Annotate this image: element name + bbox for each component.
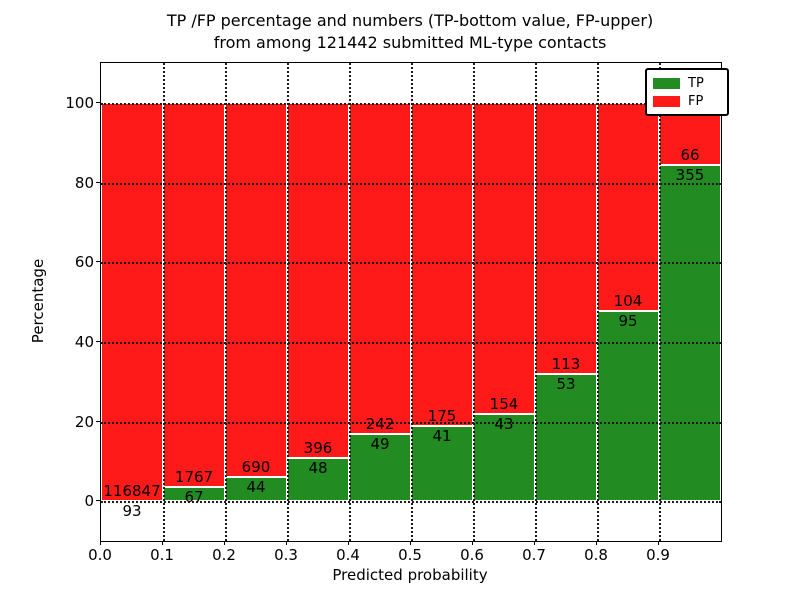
legend-item-tp: TP bbox=[653, 74, 721, 92]
legend-label-fp: FP bbox=[688, 93, 704, 109]
legend-label-tp: TP bbox=[688, 75, 704, 91]
tp-count-label-bin-0: 93 bbox=[122, 501, 142, 520]
y-tick-label-60: 60 bbox=[74, 253, 94, 272]
tp-count-label-bin-1: 67 bbox=[184, 487, 204, 506]
x-tick-label-0.7: 0.7 bbox=[522, 546, 546, 564]
v-gridline-0.6 bbox=[473, 63, 475, 541]
fp-count-label-bin-9: 66 bbox=[680, 146, 700, 165]
x-tick-label-0.5: 0.5 bbox=[398, 546, 422, 564]
chart-title-line1: TP /FP percentage and numbers (TP-bottom… bbox=[166, 11, 654, 30]
x-tick-mark-0.7 bbox=[534, 541, 535, 545]
fp-swatch-icon bbox=[653, 95, 680, 107]
tp-count-label-bin-6: 43 bbox=[494, 415, 514, 434]
plot-area: 116847 93 1767 67 690 44 396 48 242 49 175 41 154 43 1… bbox=[100, 62, 722, 542]
bar-fp-bin-1 bbox=[163, 102, 225, 487]
fp-count-label-bin-2: 690 bbox=[241, 458, 271, 477]
y-tick-mark-0 bbox=[96, 500, 100, 502]
x-tick-mark-0.4 bbox=[348, 541, 349, 545]
y-tick-mark-40 bbox=[96, 340, 100, 342]
v-gridline-0.2 bbox=[225, 63, 227, 541]
fp-count-label-bin-5: 175 bbox=[427, 406, 457, 425]
x-tick-label-0.1: 0.1 bbox=[150, 546, 174, 564]
fp-count-label-bin-4: 242 bbox=[365, 415, 395, 434]
x-tick-label-0.3: 0.3 bbox=[274, 546, 298, 564]
tp-count-label-bin-7: 53 bbox=[556, 374, 576, 393]
fp-count-label-bin-1: 1767 bbox=[174, 467, 214, 486]
x-axis-label: Predicted probability bbox=[332, 566, 488, 584]
bar-fp-bin-6 bbox=[473, 102, 535, 415]
y-tick-label-20: 20 bbox=[74, 412, 94, 431]
fp-count-label-bin-8: 104 bbox=[613, 292, 643, 310]
tp-count-label-bin-8: 95 bbox=[618, 312, 638, 330]
bar-tp-bin-3 bbox=[287, 458, 349, 502]
x-tick-mark-0.3 bbox=[286, 541, 287, 545]
x-tick-mark-0.1 bbox=[162, 541, 163, 545]
x-tick-label-0.0: 0.0 bbox=[88, 546, 112, 564]
legend: TP FP bbox=[645, 68, 729, 116]
bar-tp-bin-9 bbox=[659, 165, 721, 502]
bar-fp-bin-5 bbox=[411, 102, 473, 426]
v-gridline-0.7 bbox=[535, 63, 537, 541]
x-tick-label-0.9: 0.9 bbox=[646, 546, 670, 564]
v-gridline-0.4 bbox=[349, 63, 351, 541]
y-tick-label-100: 100 bbox=[65, 93, 94, 112]
v-gridline-0.3 bbox=[287, 63, 289, 541]
x-tick-label-0.2: 0.2 bbox=[212, 546, 236, 564]
y-tick-mark-20 bbox=[96, 420, 100, 422]
y-axis-label: Percentage bbox=[29, 258, 47, 344]
y-tick-mark-60 bbox=[96, 261, 100, 263]
v-gridline-0.9 bbox=[659, 63, 661, 541]
fp-count-label-bin-0: 116847 bbox=[103, 481, 161, 500]
tp-swatch-icon bbox=[653, 77, 680, 89]
x-tick-mark-0.8 bbox=[596, 541, 597, 545]
bar-fp-bin-0 bbox=[101, 102, 163, 501]
y-tick-label-80: 80 bbox=[74, 173, 94, 192]
v-gridline-0.1 bbox=[163, 63, 165, 541]
x-tick-label-0.8: 0.8 bbox=[584, 546, 608, 564]
v-gridline-0.5 bbox=[411, 63, 413, 541]
tp-count-label-bin-3: 48 bbox=[308, 459, 328, 478]
chart-title-line2: from among 121442 submitted ML-type cont… bbox=[213, 33, 607, 52]
bar-tp-bin-4 bbox=[349, 434, 411, 502]
x-tick-mark-0.9 bbox=[658, 541, 659, 545]
y-tick-label-40: 40 bbox=[74, 332, 94, 351]
fp-count-label-bin-6: 154 bbox=[489, 395, 519, 414]
x-tick-mark-0.5 bbox=[410, 541, 411, 545]
y-tick-mark-80 bbox=[96, 181, 100, 183]
tp-count-label-bin-4: 49 bbox=[370, 435, 390, 454]
bar-tp-bin-8 bbox=[597, 311, 659, 502]
v-gridline-0.8 bbox=[597, 63, 599, 541]
fp-count-label-bin-3: 396 bbox=[303, 439, 333, 458]
bar-fp-bin-2 bbox=[225, 102, 287, 478]
legend-item-fp: FP bbox=[653, 92, 721, 110]
bar-fp-bin-8 bbox=[597, 102, 659, 311]
bar-fp-bin-4 bbox=[349, 102, 411, 435]
bar-tp-bin-7 bbox=[535, 373, 597, 502]
fp-count-label-bin-7: 113 bbox=[551, 354, 581, 373]
bar-tp-bin-6 bbox=[473, 414, 535, 502]
x-tick-mark-0.0 bbox=[100, 541, 101, 545]
bar-fp-bin-3 bbox=[287, 102, 349, 459]
x-tick-mark-0.6 bbox=[472, 541, 473, 545]
x-tick-label-0.6: 0.6 bbox=[460, 546, 484, 564]
x-tick-mark-0.2 bbox=[224, 541, 225, 545]
tp-count-label-bin-5: 41 bbox=[432, 426, 452, 445]
tp-count-label-bin-9: 355 bbox=[675, 166, 705, 185]
y-tick-label-0: 0 bbox=[84, 492, 94, 511]
tp-count-label-bin-2: 44 bbox=[246, 478, 266, 497]
x-tick-label-0.4: 0.4 bbox=[336, 546, 360, 564]
bar-fp-bin-7 bbox=[535, 102, 597, 374]
y-tick-mark-100 bbox=[96, 101, 100, 103]
